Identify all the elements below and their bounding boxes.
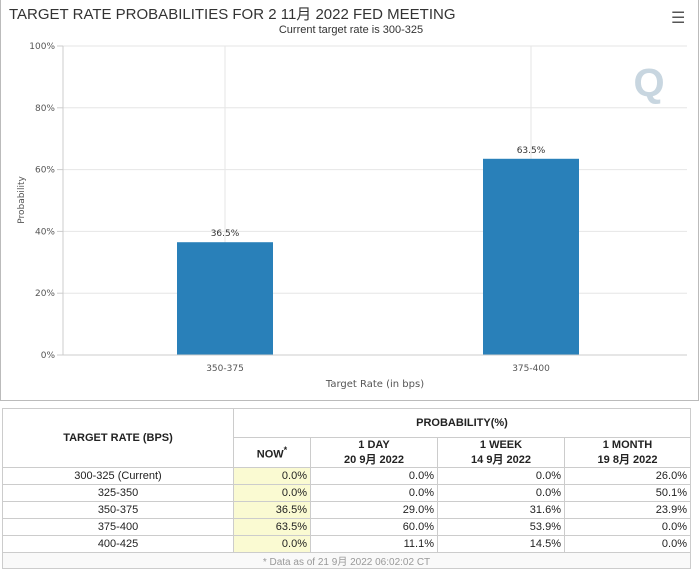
column-header: 1 WEEK 14 9月 2022	[437, 437, 565, 468]
table-row: 350-375 36.5% 29.0% 31.6% 23.9%	[2, 501, 691, 519]
y-tick-label: 0%	[41, 351, 56, 361]
rate-cell: 375-400	[2, 518, 234, 536]
probability-cell: 36.5%	[233, 501, 311, 519]
probability-cell: 0.0%	[233, 467, 311, 485]
probability-header: PROBABILITY(%)	[233, 408, 691, 438]
column-date: 20 9月 2022	[344, 453, 404, 466]
probability-cell: 60.0%	[310, 518, 438, 536]
watermark-logo: Q	[633, 61, 664, 105]
hamburger-menu-icon[interactable]: ☰	[671, 10, 686, 27]
table-row: 400-425 0.0% 11.1% 14.5% 0.0%	[2, 535, 691, 553]
probability-cell: 14.5%	[437, 535, 565, 553]
bar	[177, 242, 273, 355]
column-header: NOW*	[233, 437, 311, 468]
column-header: 1 MONTH 19 8月 2022	[564, 437, 691, 468]
bar-chart: Q 0% 20% 40% 60% 80% 100% 36.5% 350-375 63.5% 375-…	[17, 42, 687, 390]
column-label: 1 MONTH	[602, 438, 653, 451]
probability-cell: 0.0%	[233, 535, 311, 553]
probability-cell: 0.0%	[310, 484, 438, 502]
rate-cell: 350-375	[2, 501, 234, 519]
rate-cell: 325-350	[2, 484, 234, 502]
probability-cell: 0.0%	[437, 484, 565, 502]
rate-cell: 300-325 (Current)	[2, 467, 234, 485]
table-row: 325-350 0.0% 0.0% 0.0% 50.1%	[2, 484, 691, 502]
column-header: 1 DAY 20 9月 2022	[310, 437, 438, 468]
y-axis-title: Probability	[17, 176, 27, 224]
probability-cell: 11.1%	[310, 535, 438, 553]
table-row: 300-325 (Current) 0.0% 0.0% 0.0% 26.0%	[2, 467, 691, 485]
chart-subtitle: Current target rate is 300-325	[278, 24, 424, 36]
probability-cell: 31.6%	[437, 501, 565, 519]
x-axis-title: Target Rate (in bps)	[325, 379, 424, 390]
chart-title: TARGET RATE PROBABILITIES FOR 2 11月 2022…	[9, 6, 456, 23]
bar	[483, 158, 579, 355]
probability-cell: 0.0%	[564, 535, 691, 553]
probability-table: TARGET RATE (BPS) PROBABILITY(%) NOW* 1 D…	[2, 408, 691, 569]
footnote: * Data as of 21 9月 2022 06:02:02 CT	[2, 552, 691, 569]
chart-container: TARGET RATE PROBABILITIES FOR 2 11月 2022…	[0, 0, 699, 401]
y-tick-label: 60%	[35, 166, 55, 176]
probability-cell: 0.0%	[437, 467, 565, 485]
probability-cell: 0.0%	[564, 518, 691, 536]
rate-cell: 400-425	[2, 535, 234, 553]
x-tick-label: 350-375	[206, 364, 244, 374]
asterisk: *	[283, 444, 288, 455]
table-row: 375-400 63.5% 60.0% 53.9% 0.0%	[2, 518, 691, 536]
probability-cell: 53.9%	[437, 518, 565, 536]
probability-cell: 63.5%	[233, 518, 311, 536]
probability-cell: 23.9%	[564, 501, 691, 519]
probability-cell: 26.0%	[564, 467, 691, 485]
column-label: NOW	[256, 448, 284, 461]
column-date: 14 9月 2022	[471, 453, 531, 466]
probability-cell: 0.0%	[310, 467, 438, 485]
column-label: 1 DAY	[358, 438, 390, 451]
data-label: 36.5%	[211, 229, 240, 239]
y-tick-label: 100%	[29, 42, 55, 52]
data-label: 63.5%	[517, 146, 546, 156]
rate-header: TARGET RATE (BPS)	[2, 408, 234, 468]
column-label: 1 WEEK	[479, 438, 523, 451]
x-tick-label: 375-400	[512, 364, 550, 374]
column-date: 19 8月 2022	[597, 453, 658, 466]
probability-cell: 0.0%	[233, 484, 311, 502]
y-tick-label: 80%	[35, 104, 55, 114]
y-tick-label: 20%	[35, 289, 55, 299]
probability-cell: 50.1%	[564, 484, 691, 502]
probability-cell: 29.0%	[310, 501, 438, 519]
y-tick-label: 40%	[35, 227, 55, 237]
